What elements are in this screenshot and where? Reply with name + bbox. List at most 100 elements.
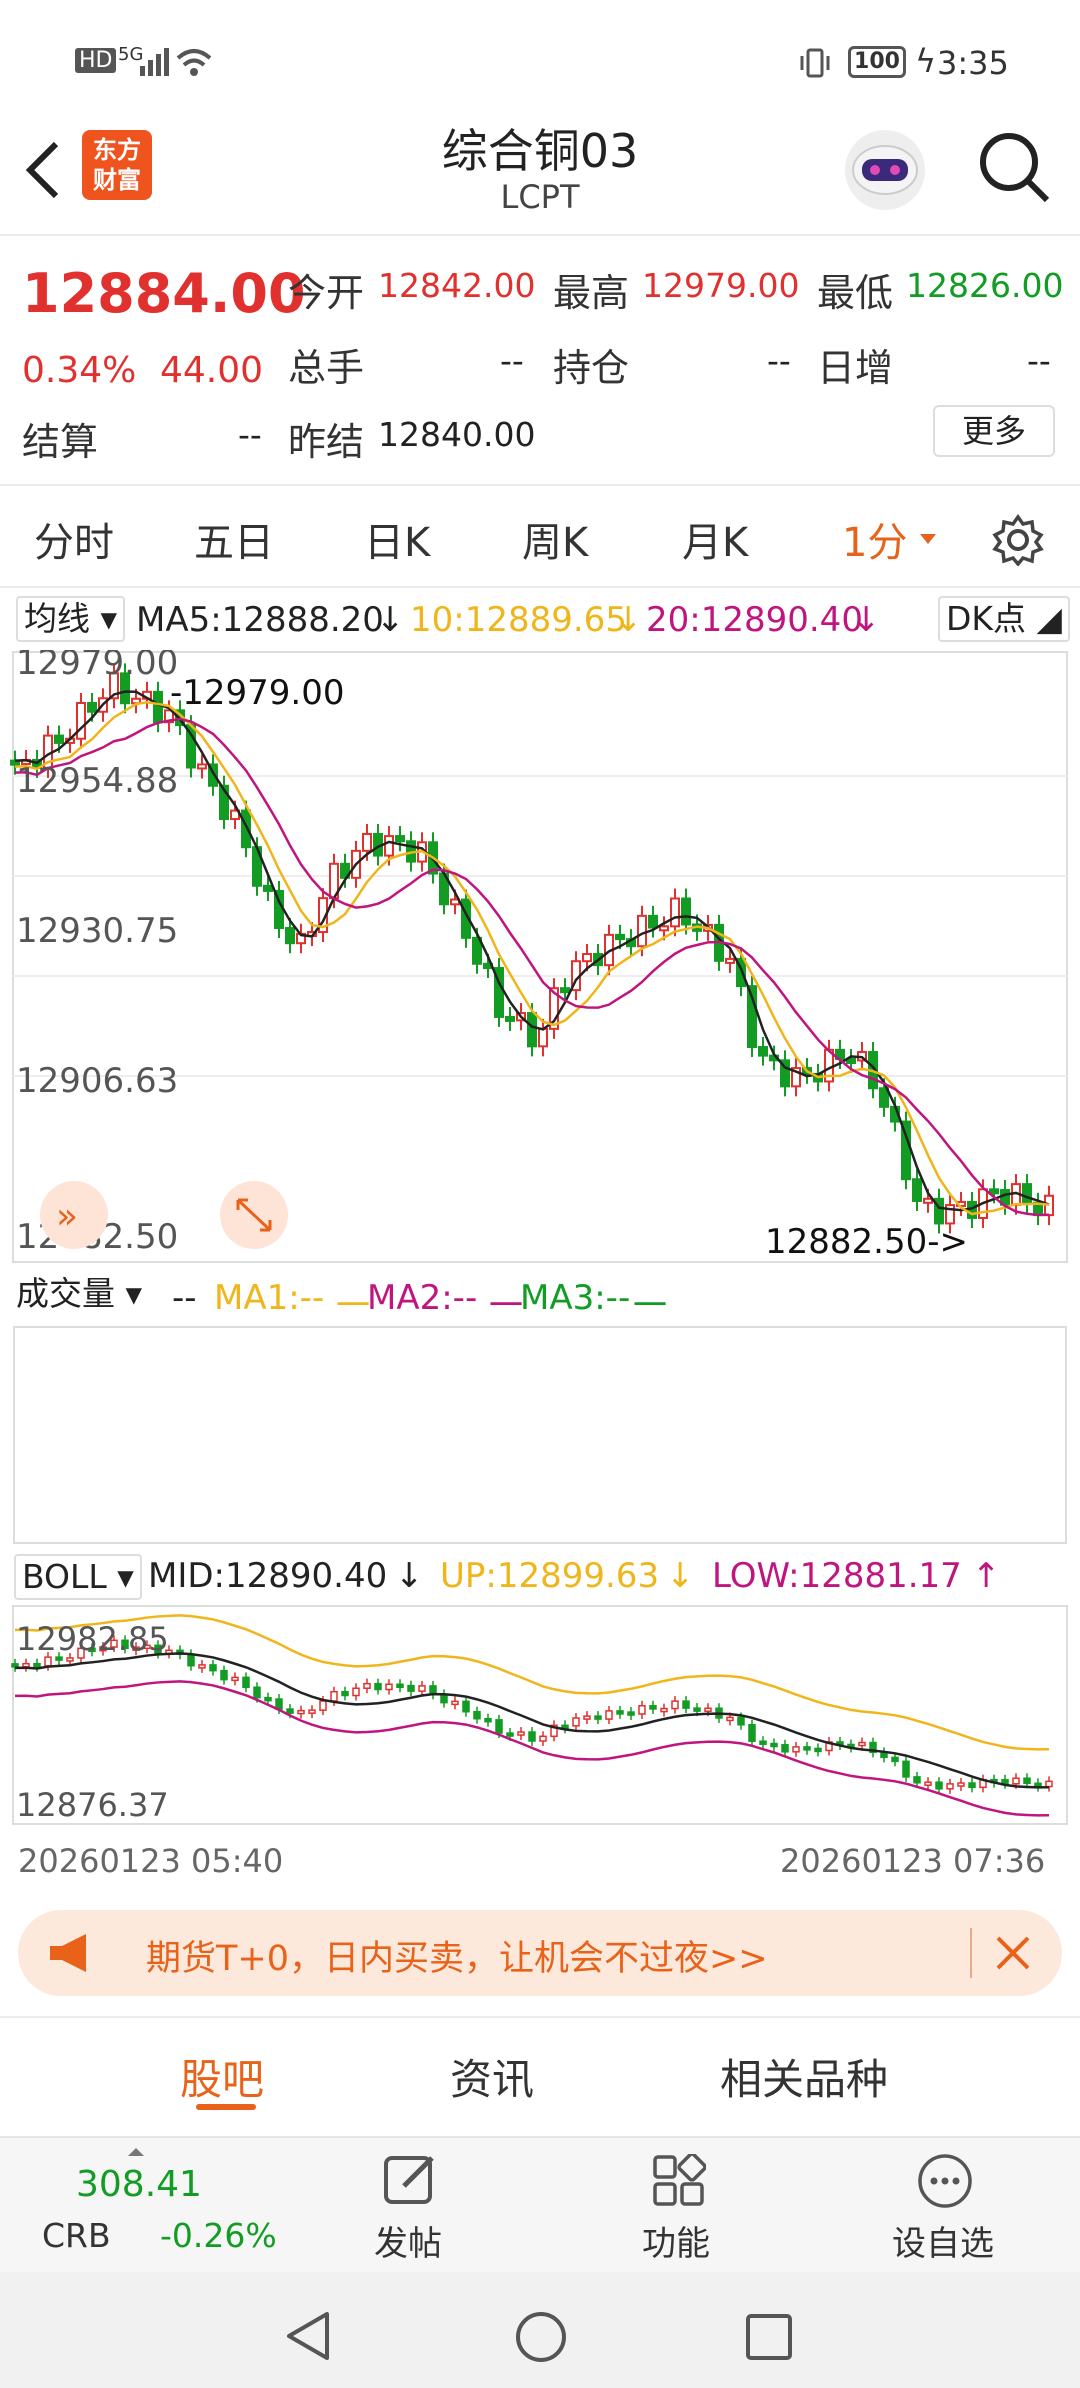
dk-point-button[interactable]: DK点 ◢	[938, 596, 1070, 642]
megaphone-icon	[50, 1934, 86, 1972]
daily-increase-value: --	[1027, 341, 1051, 380]
edit-icon	[384, 2156, 434, 2204]
fullscreen-icon[interactable]	[220, 1181, 288, 1249]
last-price: 12884.00	[22, 262, 306, 325]
nav-recents-icon[interactable]	[744, 2312, 794, 2362]
boll-candles	[11, 1635, 1053, 1794]
boll-low-arrow: ↑	[972, 1556, 1001, 1596]
boll-y-bottom: 12876.37	[16, 1786, 169, 1824]
boll-chart[interactable]: 12982.85 12876.37	[0, 1604, 1080, 1826]
status-bar: HD 5G 100 ϟ 3:35	[0, 0, 1080, 110]
back-icon[interactable]	[22, 140, 62, 200]
divider	[0, 586, 1080, 588]
settings-gear-icon[interactable]	[992, 514, 1044, 566]
boll-frame	[12, 1605, 1068, 1825]
indicator-selector-boll[interactable]: BOLL ▾	[14, 1554, 142, 1600]
candlestick-chart[interactable]: 12979.00 12954.88 12930.75 12906.63 12882.50…	[0, 650, 1080, 1266]
ma-selector-label: 均线	[24, 599, 90, 638]
expand-left-icon[interactable]: »	[40, 1181, 108, 1249]
high-annotation: -12979.00	[170, 673, 345, 713]
add-watchlist-label: 设自选	[892, 2224, 994, 2264]
ma5-value: MA5:12888.20	[136, 600, 384, 640]
ma20-arrow: ↓	[852, 600, 881, 640]
boll-mid-arrow: ↓	[395, 1556, 424, 1596]
close-icon[interactable]	[994, 1934, 1032, 1972]
nav-home-icon[interactable]	[514, 2310, 568, 2364]
divider	[0, 234, 1080, 236]
promo-divider	[970, 1928, 972, 1978]
indicator-selector-ma[interactable]: 均线 ▾	[16, 596, 126, 642]
crb-change: -0.26%	[160, 2216, 277, 2255]
add-watchlist-button[interactable]: 设自选	[880, 2148, 1010, 2268]
search-icon[interactable]	[975, 128, 1055, 208]
tab-five-day[interactable]: 五日	[194, 520, 274, 566]
y-axis-label: 12930.75	[16, 911, 178, 951]
signal-5g-icon: 5G	[118, 44, 144, 65]
logo-text-2: 财富	[93, 166, 141, 194]
promo-text: 期货T+0，日内买卖，让机会不过夜>>	[146, 1939, 768, 1979]
page-title: 综合铜03	[441, 124, 639, 178]
time-axis-start: 20260123 05:40	[18, 1842, 284, 1880]
candles	[10, 663, 1054, 1234]
tab-one-minute[interactable]: 1分	[842, 520, 908, 566]
robot-assistant-icon[interactable]	[840, 125, 930, 215]
boll-selector-label: BOLL	[22, 1557, 107, 1596]
high-value: 12979.00	[642, 266, 800, 305]
boll-lines	[14, 1614, 1050, 1817]
open-label: 今开	[288, 271, 365, 315]
logo-text-1: 东方	[93, 136, 141, 164]
settle-label: 结算	[22, 420, 99, 464]
vibrate-icon	[800, 48, 830, 78]
volume-ma2-line: 一	[489, 1286, 523, 1326]
volume-chart[interactable]	[13, 1326, 1067, 1544]
low-value: 12826.00	[906, 266, 1064, 305]
ma-lines	[14, 690, 1050, 1217]
ma10-value: 10:12889.65	[410, 600, 627, 640]
ma5-arrow: ↓	[376, 600, 405, 640]
volume-ma2: MA2:--	[367, 1278, 478, 1318]
nav-back-icon[interactable]	[283, 2310, 333, 2362]
open-value: 12842.00	[378, 266, 536, 305]
boll-up: UP:12899.63	[440, 1556, 660, 1596]
battery-icon: 100	[848, 46, 906, 78]
app-logo[interactable]: 东方 财富	[82, 130, 152, 200]
functions-button[interactable]: 功能	[628, 2148, 728, 2268]
promo-banner[interactable]: 期货T+0，日内买卖，让机会不过夜>>	[18, 1910, 1062, 1996]
prev-settle-label: 昨结	[288, 420, 365, 464]
volume-ma1-line: 一	[336, 1286, 370, 1326]
settle-value: --	[238, 415, 262, 454]
tab-stock-forum[interactable]: 股吧	[180, 2055, 265, 2104]
indicator-selector-volume[interactable]: 成交量 ▾	[16, 1274, 143, 1313]
change-amount: 44.00	[160, 350, 264, 391]
crb-value: 308.41	[76, 2164, 202, 2205]
period-tabs: 分时 五日 日K 周K 月K 1分	[0, 510, 1080, 570]
tab-intraday[interactable]: 分时	[34, 520, 114, 566]
tab-related[interactable]: 相关品种	[720, 2055, 889, 2104]
high-label: 最高	[553, 271, 630, 315]
dropdown-caret-icon[interactable]	[918, 532, 938, 546]
volume-ma3-line: 一	[633, 1286, 667, 1326]
volume-ma1: MA1:--	[214, 1278, 325, 1318]
crb-label: CRB	[42, 2216, 111, 2255]
boll-low: LOW:12881.17	[712, 1556, 962, 1596]
change-percent: 0.34%	[22, 350, 137, 391]
divider	[0, 484, 1080, 486]
contract-code: LCPT	[500, 178, 580, 216]
prev-settle-value: 12840.00	[378, 415, 536, 454]
volume-selector-label: 成交量	[16, 1274, 115, 1313]
tab-monthly-k[interactable]: 月K	[682, 520, 749, 566]
more-button[interactable]: 更多	[933, 405, 1055, 457]
post-button[interactable]: 发帖	[360, 2148, 460, 2268]
tab-weekly-k[interactable]: 周K	[522, 520, 589, 566]
tab-daily-k[interactable]: 日K	[364, 520, 431, 566]
boll-mid: MID:12890.40	[148, 1556, 388, 1596]
active-tab-indicator	[196, 2104, 256, 2110]
tab-news[interactable]: 资讯	[450, 2055, 535, 2104]
bottom-nav: 308.41 CRB -0.26% 发帖 功能 设自选	[0, 2136, 1080, 2272]
clock: 3:35	[937, 44, 1009, 82]
collapse-caret-icon[interactable]	[126, 2146, 146, 2158]
open-interest-value: --	[767, 341, 791, 380]
functions-label: 功能	[642, 2224, 710, 2264]
boll-up-arrow: ↓	[666, 1556, 695, 1596]
